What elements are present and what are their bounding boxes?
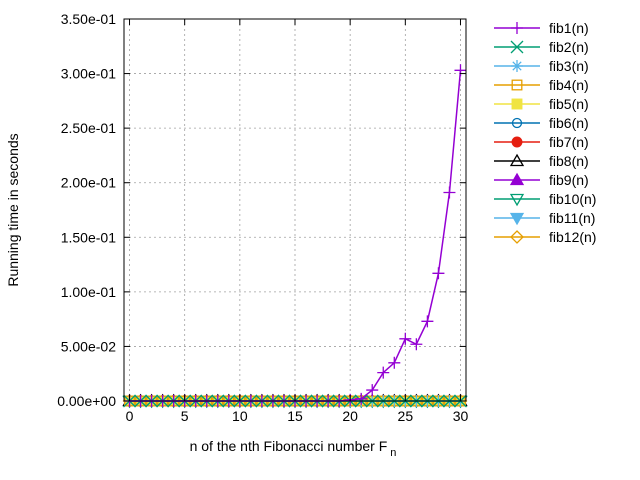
- data-point: [355, 392, 368, 405]
- data-point: [509, 193, 525, 207]
- y-tick-label: 1.50e-01: [61, 229, 116, 245]
- data-point: [511, 79, 523, 91]
- legend-item: fib2(n): [494, 39, 589, 55]
- x-tick-label: 20: [342, 408, 358, 424]
- legend-label: fib12(n): [549, 229, 596, 245]
- x-tick-label: 15: [287, 408, 303, 424]
- data-point: [510, 40, 524, 54]
- legend-item: fib11(n): [494, 210, 595, 226]
- x-tick-label: 30: [453, 408, 469, 424]
- legend-item: fib5(n): [494, 96, 589, 112]
- legend-item: fib1(n): [494, 20, 589, 36]
- legend-label: fib5(n): [549, 96, 589, 112]
- legend-label: fib10(n): [549, 191, 596, 207]
- data-point: [509, 172, 525, 186]
- data-point: [511, 117, 523, 129]
- data-point: [421, 315, 434, 328]
- x-tick-label: 10: [232, 408, 248, 424]
- data-point: [511, 22, 523, 34]
- legend-label: fib3(n): [549, 58, 589, 74]
- data-point: [410, 338, 423, 351]
- data-point: [399, 332, 412, 345]
- legend: fib1(n) fib2(n) fib3(n) fib4(n) fib5(n) fib6(…: [494, 20, 596, 245]
- x-tick-label: 5: [181, 408, 189, 424]
- data-point: [509, 153, 525, 167]
- legend-item: fib4(n): [494, 77, 589, 93]
- y-tick-label: 0.00e+00: [57, 393, 116, 409]
- x-axis: 0 5 10 15 20 25 30: [126, 19, 469, 424]
- legend-label: fib1(n): [549, 20, 589, 36]
- y-axis: 0.00e+00 5.00e-02 1.00e-01 1.50e-01 2.00e-01…: [57, 11, 466, 409]
- x-tick-label: 25: [398, 408, 414, 424]
- data-point: [432, 267, 445, 280]
- legend-label: fib8(n): [549, 153, 589, 169]
- legend-item: fib10(n): [494, 191, 596, 207]
- legend-label: fib11(n): [549, 210, 595, 226]
- data-point: [443, 186, 456, 199]
- legend-item: fib6(n): [494, 115, 589, 131]
- legend-item: fib8(n): [494, 153, 589, 169]
- legend-label: fib4(n): [549, 77, 589, 93]
- data-point: [454, 64, 467, 77]
- x-axis-label-subscript: n: [390, 447, 396, 459]
- legend-label: fib9(n): [549, 172, 589, 188]
- y-axis-label: Running time in seconds: [5, 133, 21, 286]
- y-tick-label: 1.00e-01: [61, 284, 116, 300]
- data-point: [511, 136, 523, 148]
- legend-item: fib7(n): [494, 134, 589, 150]
- x-axis-label-text: n of the nth Fibonacci number F: [190, 438, 388, 454]
- y-tick-label: 2.00e-01: [61, 175, 116, 191]
- legend-item: fib3(n): [494, 58, 589, 74]
- legend-label: fib6(n): [549, 115, 589, 131]
- legend-label: fib7(n): [549, 134, 589, 150]
- y-tick-label: 3.00e-01: [61, 66, 116, 82]
- data-point: [509, 212, 525, 226]
- data-point: [510, 230, 524, 244]
- data-point: [511, 60, 523, 72]
- legend-label: fib2(n): [549, 39, 589, 55]
- data-point: [377, 366, 390, 379]
- y-tick-label: 3.50e-01: [61, 11, 116, 27]
- legend-item: fib9(n): [494, 172, 589, 188]
- legend-item: fib12(n): [494, 229, 596, 245]
- y-tick-label: 2.50e-01: [61, 120, 116, 136]
- data-point: [511, 98, 523, 110]
- data-point: [388, 356, 401, 369]
- x-tick-label: 0: [126, 408, 134, 424]
- y-tick-label: 5.00e-02: [61, 338, 116, 354]
- data-point: [366, 384, 379, 397]
